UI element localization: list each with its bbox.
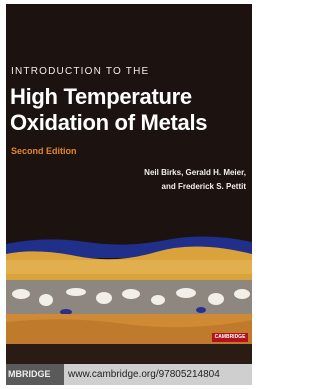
- title-line: High Temperature: [10, 84, 192, 110]
- publisher-logo: CAMBRIDGE: [212, 333, 248, 342]
- kicker: INTRODUCTION TO THE: [11, 66, 149, 77]
- footer-publisher: MBRIDGE: [6, 364, 64, 385]
- page: INTRODUCTION TO THE High Temperature Oxi…: [0, 0, 258, 389]
- footer-bar: MBRIDGE www.cambridge.org/97805214804: [6, 364, 252, 385]
- footer-url: www.cambridge.org/97805214804: [68, 364, 220, 385]
- edition: Second Edition: [11, 146, 77, 156]
- author-line: and Frederick S. Pettit: [162, 182, 246, 191]
- title-line: Oxidation of Metals: [10, 110, 207, 136]
- micrograph: [6, 236, 252, 366]
- book-cover: INTRODUCTION TO THE High Temperature Oxi…: [6, 4, 252, 385]
- author-line: Neil Birks, Gerald H. Meier,: [144, 168, 246, 177]
